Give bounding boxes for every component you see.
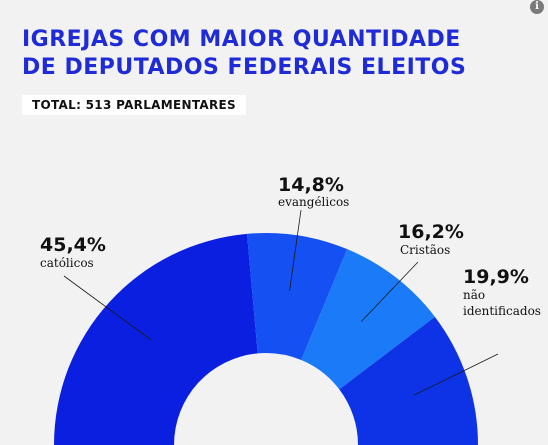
category-label-catolicos: católicos xyxy=(40,256,94,270)
slice-evangelicos xyxy=(247,233,348,361)
category-label-nao-identificados-line-1: não xyxy=(463,288,485,302)
value-label-cristaos: 16,2% xyxy=(398,221,464,243)
info-icon[interactable]: i xyxy=(530,0,544,14)
category-label-cristaos: Cristãos xyxy=(400,243,450,257)
value-label-catolicos: 45,4% xyxy=(40,234,106,256)
chart-title-line-1: IGREJAS COM MAIOR QUANTIDADE xyxy=(22,27,461,52)
label-cristaos: 16,2% Cristãos xyxy=(398,221,464,257)
slice-cristaos xyxy=(301,249,435,390)
label-catolicos: 45,4% católicos xyxy=(40,234,106,270)
chart-title-line-2: DE DEPUTADOS FEDERAIS ELEITOS xyxy=(22,55,467,80)
label-nao-identificados: 19,9% não identificados xyxy=(463,266,541,318)
total-badge: TOTAL: 513 PARLAMENTARES xyxy=(22,95,246,115)
leader-line-evangelicos xyxy=(289,209,302,291)
category-label-nao-identificados-line-2: identificados xyxy=(463,304,541,318)
leader-line-nao-identificados xyxy=(413,353,499,396)
chart-title: IGREJAS COM MAIOR QUANTIDADE DE DEPUTADO… xyxy=(22,26,466,82)
leader-line-catolicos xyxy=(63,275,152,341)
category-label-evangelicos: evangélicos xyxy=(278,195,349,209)
value-label-evangelicos: 14,8% xyxy=(278,174,344,196)
slice-nao-identificados xyxy=(339,316,478,445)
slice-catolicos xyxy=(54,233,258,445)
label-evangelicos: 14,8% evangélicos xyxy=(278,174,349,209)
value-label-nao-identificados: 19,9% xyxy=(463,266,529,288)
leader-lines xyxy=(63,209,499,396)
leader-line-cristaos xyxy=(361,261,419,322)
donut-slices xyxy=(54,233,478,445)
